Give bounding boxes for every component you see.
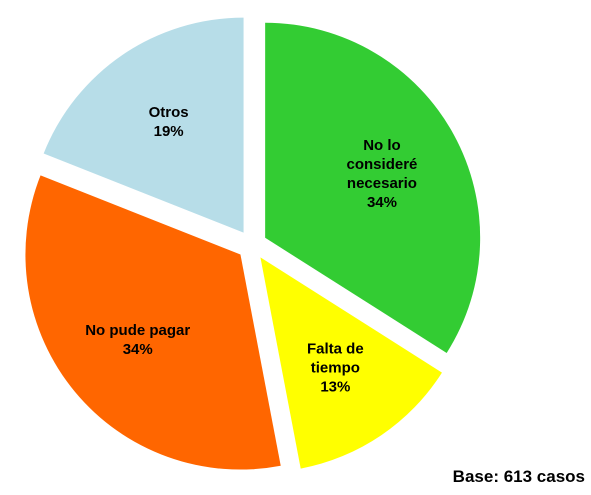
pie-slice [25, 175, 281, 470]
slice-label: Otros 19% [114, 103, 224, 141]
value-label: 19% [153, 123, 184, 141]
pie-slice [43, 17, 244, 233]
slice-label: No lo consideré necesario 34% [327, 136, 437, 212]
pie-slice [260, 257, 442, 469]
category-label: No lo consideré necesario [346, 136, 418, 192]
category-label: Otros [148, 104, 189, 122]
pie-slice [265, 22, 481, 353]
value-label: 34% [122, 340, 153, 358]
category-label: Falta de tiempo [307, 340, 364, 377]
annotation: Base: 613 casos [452, 467, 585, 486]
value-label: 13% [320, 378, 351, 396]
slice-label: No pude pagar 34% [83, 321, 193, 359]
slice-label: Falta de tiempo 13% [280, 339, 390, 396]
value-label: 34% [366, 193, 397, 211]
category-label: No pude pagar [85, 321, 191, 339]
